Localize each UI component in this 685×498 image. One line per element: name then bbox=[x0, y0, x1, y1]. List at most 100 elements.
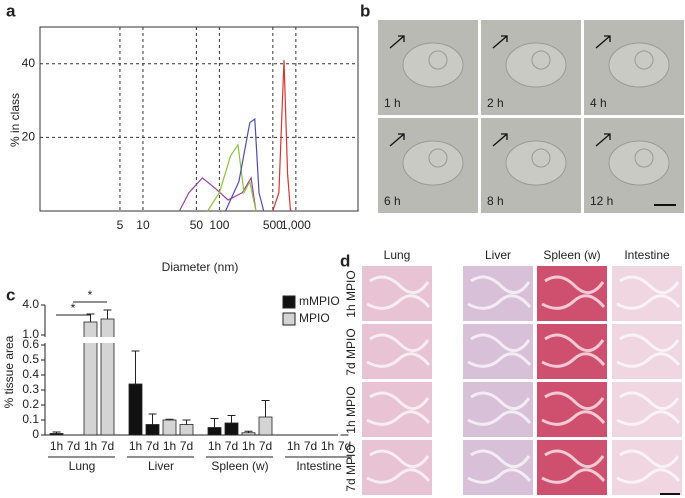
panel-label: b bbox=[360, 1, 370, 20]
x-axis-label: Diameter (nm) bbox=[162, 260, 239, 274]
cell-shape bbox=[402, 42, 464, 88]
time-label: 12 h bbox=[590, 194, 613, 208]
histology-image bbox=[463, 324, 533, 379]
significance-star: * bbox=[71, 301, 76, 315]
axis-break bbox=[44, 337, 344, 343]
bar bbox=[179, 424, 194, 436]
y-tick-label: 0.4 bbox=[22, 367, 39, 381]
panel-label: d bbox=[340, 251, 350, 270]
column-header: Lung bbox=[384, 248, 411, 262]
x-tick-label: 1,000 bbox=[281, 218, 311, 232]
nucleus bbox=[634, 50, 654, 70]
histology-image bbox=[612, 382, 682, 437]
error-bar bbox=[227, 415, 236, 423]
x-tick-label: 7d bbox=[225, 439, 238, 453]
x-tick-label: 1h bbox=[129, 439, 142, 453]
nucleus bbox=[428, 148, 448, 168]
x-tick-label: 7d bbox=[101, 439, 114, 453]
x-tick-label: 1h bbox=[84, 439, 97, 453]
y-tick-label: 20 bbox=[22, 130, 36, 144]
cell-shape bbox=[608, 140, 670, 186]
histology-image bbox=[362, 382, 432, 437]
line-series bbox=[224, 117, 265, 212]
histology-image bbox=[463, 382, 533, 437]
y-tick-label: 0.3 bbox=[22, 382, 39, 396]
histology-image bbox=[612, 266, 682, 321]
y-tick-label: 0.6 bbox=[22, 337, 39, 351]
tissue-texture bbox=[541, 391, 606, 426]
error-bar bbox=[103, 309, 112, 319]
row-label: 7d MPIO bbox=[344, 444, 358, 491]
time-label: 4 h bbox=[590, 96, 607, 110]
bar bbox=[162, 419, 177, 436]
error-bar bbox=[261, 400, 270, 417]
histology-image bbox=[537, 324, 607, 379]
y-axis-label: % in class bbox=[8, 93, 22, 147]
legend-label: mMPIO bbox=[299, 294, 340, 308]
error-bar bbox=[210, 418, 219, 428]
time-label: 2 h bbox=[487, 96, 504, 110]
line-series bbox=[207, 143, 257, 212]
histology-image bbox=[537, 440, 607, 495]
row-label: 1h MPIO bbox=[344, 386, 358, 433]
panel-label: a bbox=[6, 1, 16, 20]
x-tick-label: 100 bbox=[209, 218, 229, 232]
tissue-texture bbox=[616, 333, 681, 368]
legend-label: MPIO bbox=[299, 311, 330, 325]
error-bar bbox=[131, 350, 140, 384]
bar bbox=[128, 383, 143, 436]
x-tick-label: 7d bbox=[304, 439, 317, 453]
row-label: 1h MPIO bbox=[344, 270, 358, 317]
nucleus bbox=[428, 50, 448, 70]
tissue-texture bbox=[467, 449, 532, 484]
tissue-texture bbox=[366, 333, 431, 368]
x-tick-label: 1h bbox=[208, 439, 221, 453]
arrow bbox=[492, 133, 508, 147]
x-tick-label: 1h bbox=[163, 439, 176, 453]
y-axis-label: % tissue area bbox=[2, 335, 16, 408]
time-label: 6 h bbox=[384, 194, 401, 208]
line-series bbox=[272, 60, 292, 212]
error-bar bbox=[86, 313, 95, 322]
nucleus bbox=[531, 50, 551, 70]
column-header: Liver bbox=[485, 248, 511, 262]
x-tick-label: 5 bbox=[117, 218, 124, 232]
tissue-texture bbox=[366, 391, 431, 426]
y-tick-label: 0.2 bbox=[22, 397, 39, 411]
tissue-texture bbox=[541, 333, 606, 368]
error-bar bbox=[165, 418, 174, 420]
bar bbox=[49, 433, 64, 436]
histology-image bbox=[463, 266, 533, 321]
legend-swatch bbox=[282, 295, 296, 309]
x-tick-label: 1h bbox=[50, 439, 63, 453]
arrow bbox=[389, 35, 405, 49]
cell-shape bbox=[505, 140, 567, 186]
histology-image bbox=[612, 324, 682, 379]
x-tick-label: 1h bbox=[321, 439, 334, 453]
tissue-texture bbox=[616, 391, 681, 426]
x-tick-label: 7d bbox=[146, 439, 159, 453]
error-bar bbox=[148, 413, 157, 425]
error-bar bbox=[244, 430, 253, 433]
y-tick-label: 0.5 bbox=[22, 352, 39, 366]
column-header: Spleen (w) bbox=[543, 248, 600, 262]
nucleus bbox=[634, 148, 654, 168]
group-label: Liver bbox=[148, 459, 174, 473]
tissue-texture bbox=[541, 275, 606, 310]
significance-star: * bbox=[88, 288, 93, 302]
line-series bbox=[178, 176, 257, 212]
bar bbox=[258, 416, 273, 436]
time-label: 1 h bbox=[384, 96, 401, 110]
y-tick-label: 4.0 bbox=[22, 297, 39, 311]
x-tick-label: 500 bbox=[263, 218, 283, 232]
x-tick-label: 1h bbox=[287, 439, 300, 453]
row-label: 7d MPIO bbox=[344, 328, 358, 375]
arrow bbox=[492, 35, 508, 49]
cell-shape bbox=[402, 140, 464, 186]
bar bbox=[241, 432, 256, 436]
cell-shape bbox=[505, 42, 567, 88]
histology-image bbox=[537, 382, 607, 437]
bar bbox=[224, 422, 239, 436]
group-label: Lung bbox=[69, 459, 96, 473]
tissue-texture bbox=[467, 391, 532, 426]
